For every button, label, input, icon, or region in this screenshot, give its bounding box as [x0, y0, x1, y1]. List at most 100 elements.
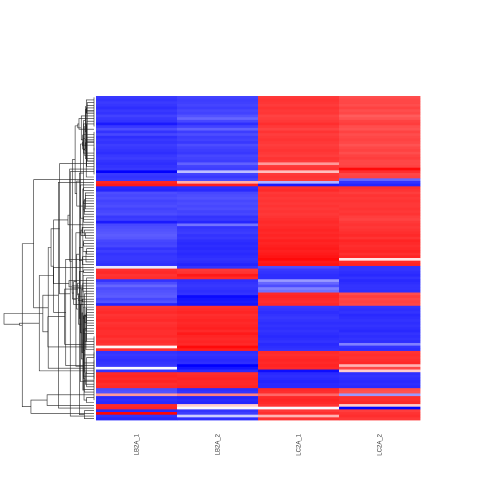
heatmap-cell: [339, 244, 421, 248]
heatmap-cell: [177, 340, 259, 344]
heatmap-cell: [96, 202, 178, 206]
heatmap-cell: [258, 329, 340, 333]
heatmap-cell: [177, 186, 259, 190]
heatmap-cell: [177, 263, 259, 267]
heatmap-cells: [96, 96, 421, 421]
heatmap-cell: [258, 236, 340, 240]
heatmap-cell: [339, 409, 421, 413]
heatmap-cell: [96, 167, 178, 171]
heatmap-cell: [339, 289, 421, 293]
heatmap-cell: [258, 212, 340, 216]
heatmap-cell: [339, 268, 421, 272]
heatmap-cell: [258, 133, 340, 137]
heatmap-cell: [339, 324, 421, 328]
heatmap-cell: [177, 183, 259, 187]
heatmap-cell: [96, 149, 178, 153]
heatmap-cell: [177, 337, 259, 341]
heatmap-cell: [258, 125, 340, 129]
dendrogram-branch: [82, 282, 94, 292]
heatmap-cell: [96, 109, 178, 113]
heatmap-cell: [96, 353, 178, 357]
heatmap-cell: [339, 374, 421, 378]
heatmap-cell: [339, 218, 421, 222]
heatmap-cell: [177, 236, 259, 240]
heatmap-cell: [258, 311, 340, 315]
dendrogram-branch: [81, 298, 94, 303]
heatmap-cell: [177, 252, 259, 256]
heatmap-cell: [177, 404, 259, 408]
heatmap-cell: [96, 204, 178, 208]
heatmap-cell: [258, 300, 340, 304]
heatmap-cell: [339, 191, 421, 195]
heatmap-cell: [177, 401, 259, 405]
heatmap-cell: [258, 409, 340, 413]
heatmap-cell: [96, 364, 178, 368]
heatmap-cell: [96, 401, 178, 405]
heatmap-cell: [96, 271, 178, 275]
heatmap-cell: [258, 279, 340, 283]
heatmap-cell: [96, 154, 178, 158]
heatmap-cell: [96, 340, 178, 344]
heatmap-cell: [339, 228, 421, 232]
heatmap-cell: [258, 146, 340, 150]
heatmap-cell: [177, 127, 259, 131]
heatmap-cell: [96, 319, 178, 323]
heatmap-cell: [339, 175, 421, 179]
heatmap-cell: [258, 260, 340, 264]
heatmap-cell: [96, 385, 178, 389]
heatmap-cell: [258, 417, 340, 421]
heatmap-cell: [177, 165, 259, 169]
heatmap-cell: [339, 114, 421, 118]
heatmap-cell: [96, 183, 178, 187]
heatmap-cell: [339, 342, 421, 347]
dendrogram-branch: [21, 243, 34, 408]
column-label: LC2A_2: [378, 433, 384, 455]
heatmap-cell: [96, 412, 178, 416]
heatmap-cell: [96, 101, 178, 105]
heatmap-cell: [339, 300, 421, 304]
heatmap-cell: [177, 247, 259, 251]
heatmap-cell: [339, 111, 421, 115]
heatmap-cell: [96, 159, 178, 163]
heatmap-cell: [177, 297, 259, 301]
heatmap-cell: [339, 305, 421, 309]
heatmap-cell: [339, 210, 421, 214]
heatmap-cell: [177, 276, 259, 280]
heatmap-cell: [177, 372, 259, 376]
dendrogram-branch: [85, 195, 94, 202]
heatmap-cell: [177, 133, 259, 137]
dendrogram-branch: [86, 397, 94, 404]
heatmap-cell: [96, 250, 178, 254]
heatmap-cell: [96, 138, 178, 142]
heatmap-cell: [258, 332, 340, 336]
heatmap-cell: [258, 106, 340, 110]
dendrogram-branch: [47, 247, 94, 369]
heatmap-cell: [96, 406, 178, 410]
heatmap-cell: [339, 327, 421, 331]
heatmap-cell: [258, 199, 340, 203]
heatmap-cell: [339, 154, 421, 158]
heatmap-cell: [258, 305, 340, 309]
heatmap-cell: [339, 231, 421, 235]
heatmap-cell: [177, 207, 259, 211]
heatmap-cell: [339, 284, 421, 288]
heatmap-cell: [339, 276, 421, 280]
heatmap-cell: [339, 255, 421, 259]
heatmap-cell: [177, 199, 259, 203]
heatmap-cell: [177, 194, 259, 198]
heatmap-cell: [339, 180, 421, 185]
heatmap-cell: [177, 377, 259, 381]
heatmap-cell: [177, 146, 259, 150]
heatmap-cell: [339, 122, 421, 126]
heatmap-cell: [339, 319, 421, 323]
heatmap-cell: [339, 146, 421, 150]
heatmap-cell: [339, 390, 421, 394]
heatmap-cell: [258, 340, 340, 344]
heatmap-cell: [177, 96, 259, 100]
heatmap-cell: [96, 122, 178, 126]
heatmap-cell: [177, 396, 259, 400]
heatmap-cell: [96, 335, 178, 339]
heatmap-cell: [258, 96, 340, 100]
heatmap-cell: [177, 204, 259, 208]
